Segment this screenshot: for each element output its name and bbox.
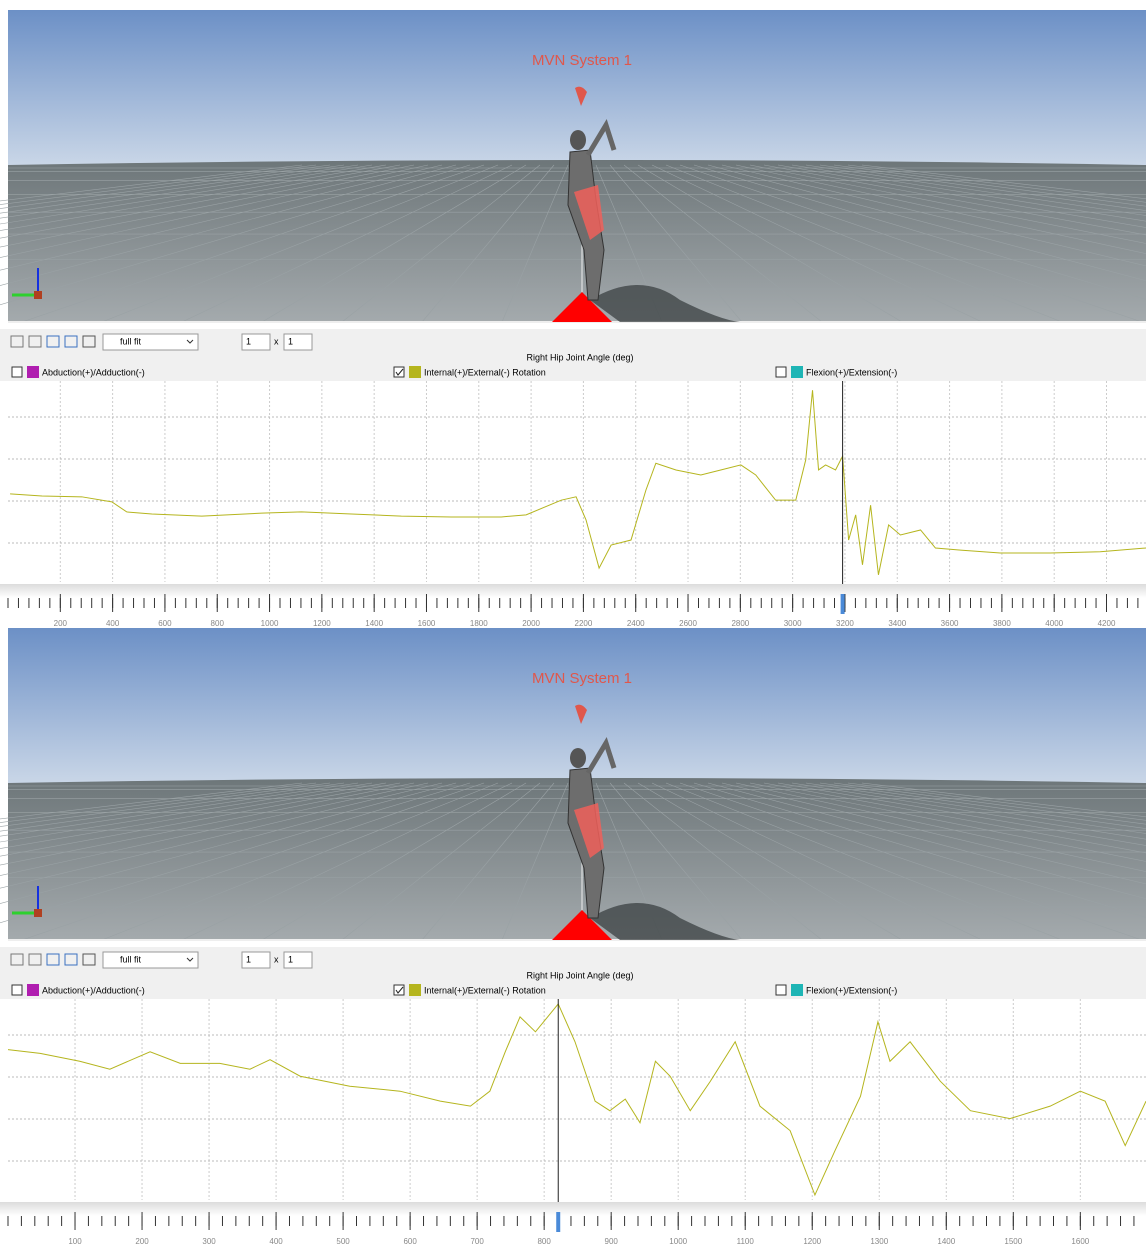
- panel: MVN System 1full fit1x1Right Hip Joint A…: [0, 628, 1146, 1245]
- legend-label: Flexion(+)/Extension(-): [806, 367, 897, 377]
- legend-label: Abduction(+)/Adduction(-): [42, 985, 145, 995]
- plot-area: [8, 999, 1146, 1200]
- gizmo-x: [34, 909, 42, 917]
- timeline-label: 2000: [522, 619, 540, 628]
- timeline-label: 400: [106, 619, 120, 628]
- timeline-label: 3800: [993, 619, 1011, 628]
- legend-swatch: [409, 984, 421, 996]
- timeline-label: 600: [403, 1237, 417, 1245]
- timeline-label: 2200: [575, 619, 593, 628]
- timeline-label: 900: [605, 1237, 619, 1245]
- timeline-label: 2800: [731, 619, 749, 628]
- viewport-label: MVN System 1: [532, 670, 632, 687]
- zoom-combo[interactable]: [103, 334, 198, 350]
- timeline-label: 1500: [1004, 1237, 1022, 1245]
- timeline-label: 1400: [937, 1237, 955, 1245]
- zoom-value: full fit: [120, 336, 142, 346]
- timeline-label: 400: [269, 1237, 283, 1245]
- legend-swatch: [409, 366, 421, 378]
- legend-label: Internal(+)/External(-) Rotation: [424, 985, 546, 995]
- legend-checkbox[interactable]: [776, 985, 786, 995]
- times-sign: x: [274, 954, 279, 964]
- timeline-label: 300: [202, 1237, 216, 1245]
- timeline-label: 2600: [679, 619, 697, 628]
- timeline-label: 1000: [261, 619, 279, 628]
- legend-checkbox[interactable]: [12, 367, 22, 377]
- zoom-combo[interactable]: [103, 952, 198, 968]
- legend-label: Flexion(+)/Extension(-): [806, 985, 897, 995]
- timeline-label: 500: [336, 1237, 350, 1245]
- legend-swatch: [27, 984, 39, 996]
- timeline-label: 1600: [1071, 1237, 1089, 1245]
- legend-checkbox[interactable]: [394, 367, 404, 377]
- timeline-label: 3600: [941, 619, 959, 628]
- legend-label: Internal(+)/External(-) Rotation: [424, 367, 546, 377]
- timeline-label: 1300: [870, 1237, 888, 1245]
- timeline-label: 1800: [470, 619, 488, 628]
- timeline-label: 800: [537, 1237, 551, 1245]
- timeline-label: 4000: [1045, 619, 1063, 628]
- avatar-head: [570, 130, 586, 150]
- timeline-label: 800: [211, 619, 225, 628]
- timeline-label: 200: [54, 619, 68, 628]
- timeline-label: 1000: [669, 1237, 687, 1245]
- legend-checkbox[interactable]: [394, 985, 404, 995]
- timeline-label: 2400: [627, 619, 645, 628]
- timeline-label: 1400: [365, 619, 383, 628]
- viewport-label: MVN System 1: [532, 52, 632, 69]
- zoom-value: full fit: [120, 954, 142, 964]
- timeline-label: 200: [135, 1237, 149, 1245]
- timeline-label: 3200: [836, 619, 854, 628]
- legend-swatch: [791, 366, 803, 378]
- timeline-label: 4200: [1098, 619, 1116, 628]
- legend-checkbox[interactable]: [776, 367, 786, 377]
- cols-value: 1: [288, 954, 293, 964]
- timeline: [0, 1202, 1146, 1245]
- timeline-handle[interactable]: [556, 1212, 560, 1232]
- timeline-label: 700: [470, 1237, 484, 1245]
- timeline-label: 1100: [737, 1237, 755, 1245]
- plot-area: [8, 381, 1146, 582]
- chart-title: Right Hip Joint Angle (deg): [526, 970, 633, 980]
- timeline-label: 3000: [784, 619, 802, 628]
- legend-swatch: [27, 366, 39, 378]
- times-sign: x: [274, 336, 279, 346]
- gizmo-x: [34, 291, 42, 299]
- rows-value: 1: [246, 954, 251, 964]
- avatar-head: [570, 748, 586, 768]
- legend-label: Abduction(+)/Adduction(-): [42, 367, 145, 377]
- timeline-handle[interactable]: [841, 594, 845, 614]
- timeline-label: 1200: [803, 1237, 821, 1245]
- timeline-label: 1600: [418, 619, 436, 628]
- timeline-label: 3400: [888, 619, 906, 628]
- legend-checkbox[interactable]: [12, 985, 22, 995]
- timeline-label: 100: [68, 1237, 82, 1245]
- rows-value: 1: [246, 336, 251, 346]
- chart-title: Right Hip Joint Angle (deg): [526, 352, 633, 362]
- cols-value: 1: [288, 336, 293, 346]
- legend-swatch: [791, 984, 803, 996]
- app-window: MVN System 1full fit1x1Right Hip Joint A…: [0, 0, 1146, 1245]
- timeline-label: 1200: [313, 619, 331, 628]
- timeline-label: 600: [158, 619, 172, 628]
